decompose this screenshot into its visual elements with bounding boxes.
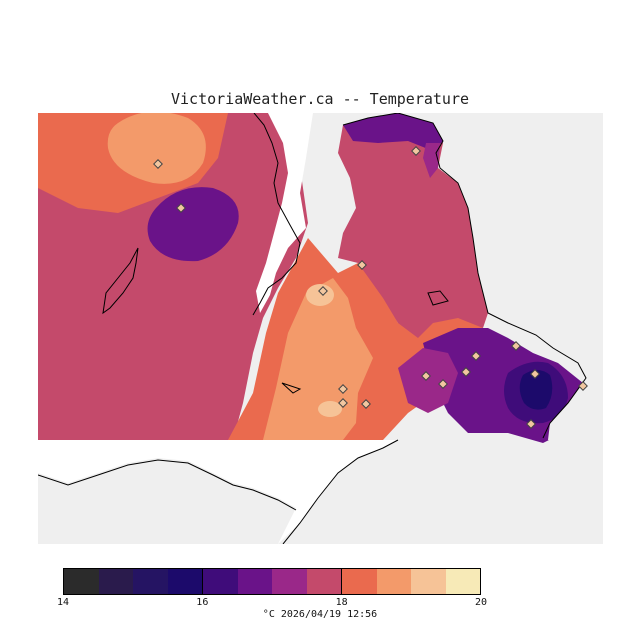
- legend-bin: [341, 569, 377, 594]
- station-marker: [361, 399, 371, 409]
- legend-bin: [133, 569, 168, 594]
- temp-zone-16-17-ne: [343, 113, 443, 151]
- temp-zone-17-ne-edge: [423, 143, 440, 178]
- color-legend: [63, 568, 481, 595]
- station-marker: [438, 379, 448, 389]
- temp-zone-20-center-a: [306, 284, 334, 306]
- station-marker: [357, 260, 367, 270]
- coastline: [38, 113, 587, 544]
- legend-bin: [167, 569, 202, 594]
- station-marker: [176, 203, 186, 213]
- legend-bin: [376, 569, 411, 594]
- legend-bin: [306, 569, 341, 594]
- temp-zone-17-18-south: [398, 348, 458, 413]
- station-marker: [578, 381, 588, 391]
- water-channel-north: [256, 113, 313, 313]
- legend-caption: °C 2026/04/19 12:56: [262, 609, 378, 620]
- legend-bin: [64, 569, 99, 594]
- map-title: VictoriaWeather.ca -- Temperature: [170, 90, 469, 108]
- station-marker: [471, 351, 481, 361]
- legend-bin: [98, 569, 133, 594]
- legend-tick-label: 16: [196, 597, 209, 608]
- station-markers: [153, 146, 588, 429]
- temp-zone-16-17-nw: [147, 187, 239, 262]
- station-marker: [461, 367, 471, 377]
- station-marker: [530, 369, 540, 379]
- station-marker: [421, 371, 431, 381]
- temp-zone-17-18-east: [338, 113, 488, 338]
- station-marker: [511, 341, 521, 351]
- land-olympic-south: [38, 458, 296, 544]
- legend-bin: [272, 569, 307, 594]
- station-marker: [338, 384, 348, 394]
- station-marker: [318, 286, 328, 296]
- legend-tick-label: 14: [56, 597, 70, 608]
- water-channel-east: [438, 113, 603, 440]
- station-marker: [411, 146, 421, 156]
- legend-bin: [411, 569, 446, 594]
- station-marker: [153, 159, 163, 169]
- legend-bin: [445, 569, 480, 594]
- temp-zone-20-center-b: [318, 401, 342, 417]
- temp-zone-19-20-nw: [107, 113, 206, 184]
- legend-tick-label: 18: [335, 597, 348, 608]
- station-marker: [526, 419, 536, 429]
- station-marker: [338, 398, 348, 408]
- temp-zone-14-15-se: [519, 370, 553, 410]
- legend-bin: [202, 569, 238, 594]
- legend-tick-label: 20: [474, 597, 488, 608]
- legend-colorbar: [63, 568, 481, 595]
- temp-zone-19-20-center: [263, 278, 373, 440]
- legend-bin: [237, 569, 272, 594]
- map-canvas: [38, 113, 603, 544]
- temperature-contour-map: [38, 113, 603, 544]
